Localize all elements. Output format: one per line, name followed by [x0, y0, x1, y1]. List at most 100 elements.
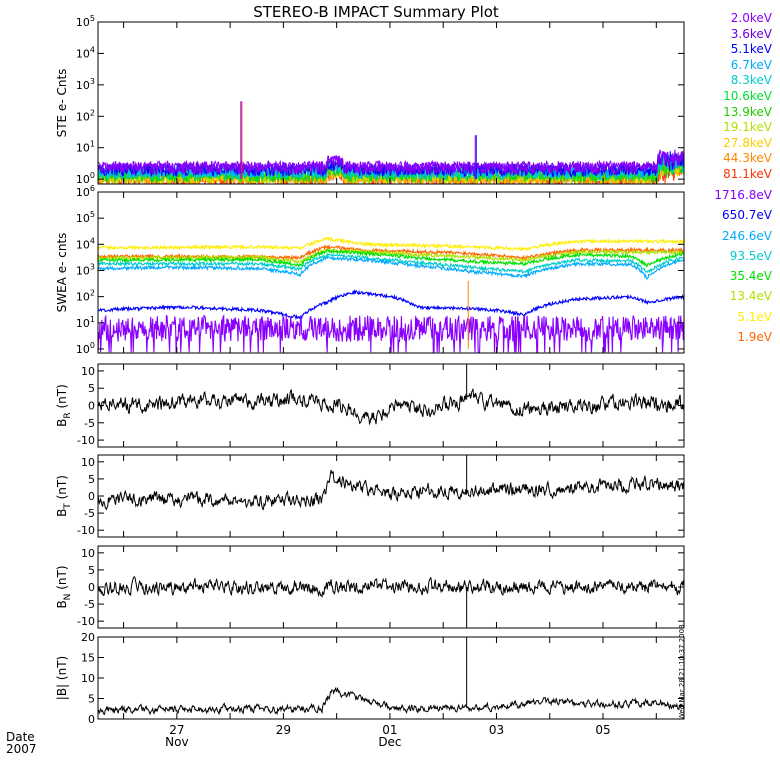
panel-frame-bmag	[97, 636, 685, 720]
panel-bmag: 20 15 10 5 0 |B| (nT)	[55, 631, 685, 726]
x-tick-label: 03	[489, 723, 504, 737]
series-group-swea	[98, 236, 684, 353]
series-line-B_N	[98, 576, 684, 599]
ste-legend: 2.0keV 3.6keV 5.1keV 6.7keV 8.3keV 10.6keV 13.…	[723, 11, 772, 183]
y-tick-label: 15	[81, 652, 95, 665]
panel-frame-swea	[97, 191, 685, 354]
y-tick-label: 0	[88, 490, 95, 503]
y-tick-label: 102	[76, 289, 95, 304]
y-axis-subscript: R	[63, 412, 73, 418]
y-tick-exponent: 4	[90, 236, 95, 245]
y-tick-label: 105	[76, 14, 95, 29]
y-tick-label: -5	[84, 417, 95, 430]
timestamp: Wed Mar 28 21:10:37 2008	[678, 624, 686, 720]
series-line-1716.8eV	[98, 314, 684, 353]
y-tick-label: 100	[76, 341, 95, 356]
series-line-B_T	[98, 469, 684, 511]
y-tick-exponent: 0	[90, 171, 95, 180]
swea-legend: 1716.8eV 650.7eV 246.6eV 93.5eV 35.4eV 13.4eV…	[714, 185, 772, 347]
y-tick-label: 5	[88, 382, 95, 395]
y-tick-label: -5	[84, 598, 95, 611]
y-tick-label: 5	[88, 473, 95, 486]
legend-entry: 2.0keV	[730, 11, 772, 25]
legend-entry: 19.1keV	[723, 120, 772, 135]
series-line-246.6eV	[98, 255, 684, 281]
y-tick-label: 10	[81, 547, 95, 560]
y-tick-label: -10	[77, 434, 95, 447]
y-tick-label: 0	[88, 581, 95, 594]
x-tick-label: 05	[595, 723, 610, 737]
legend-entry: 10.6keV	[723, 88, 772, 103]
y-axis-label-swea: SWEA e- cnts	[55, 233, 69, 313]
year-label: 2007	[6, 742, 37, 756]
panel-bn: 10 5 0 -5 -10 BN (nT)	[55, 545, 685, 629]
y-axis-units: (nT)	[55, 565, 69, 593]
legend-entry: 1716.8eV	[714, 188, 772, 202]
y-axis-units: (nT)	[55, 384, 69, 412]
legend-entry: 13.9keV	[723, 104, 772, 119]
y-tick-exponent: 3	[90, 77, 95, 86]
series-line-13.4eV	[98, 247, 684, 264]
y-axis-label-bt: BT (nT)	[55, 475, 73, 517]
legend-entry: 246.6eV	[722, 228, 772, 243]
series-line-|B|	[98, 686, 684, 716]
y-tick-label: 101	[76, 315, 95, 330]
legend-entry: 93.5eV	[729, 248, 772, 263]
y-tick-exponent: 5	[90, 14, 95, 23]
y-axis-label-bn: BN (nT)	[55, 565, 73, 608]
legend-entry: 5.1keV	[730, 42, 772, 57]
y-tick-label: 103	[76, 262, 95, 277]
panel-swea: 100 101 102 103 104 1 0 5 106 SWEA e- cnts	[55, 184, 685, 356]
series-line-5.1eV	[98, 236, 684, 252]
y-tick-label: 0	[88, 400, 95, 413]
y-tick-label: 5	[88, 693, 95, 706]
y-tick-exponent: 1	[90, 315, 95, 324]
series-line-93.5eV	[98, 252, 684, 275]
y-tick-exponent: 5	[90, 210, 95, 219]
y-tick-label: 102	[76, 108, 95, 123]
y-tick-label: 20	[81, 631, 95, 644]
series-group-ste	[98, 101, 684, 184]
y-tick-exponent: 3	[90, 262, 95, 271]
y-tick-exponent: 4	[90, 45, 95, 54]
y-tick-label: 10	[81, 456, 95, 469]
panel-frame-ste	[97, 21, 685, 185]
y-axis-subscript: T	[63, 503, 73, 510]
series-line-B_R	[98, 388, 684, 426]
x-tick-label: 01	[382, 723, 397, 737]
legend-entry: 81.1keV	[723, 166, 772, 181]
plot-title: STEREO-B IMPACT Summary Plot	[253, 3, 499, 21]
y-axis-subscript: N	[63, 594, 73, 601]
y-tick-label: 10	[81, 672, 95, 685]
y-tick-label: -10	[77, 524, 95, 537]
x-tick-label: 27	[169, 723, 184, 737]
legend-entry: 5.1eV	[737, 309, 772, 324]
series-line-35.4eV	[98, 248, 684, 268]
legend-entry: 35.4eV	[729, 269, 772, 284]
legend-entry: 13.4eV	[729, 289, 772, 304]
y-axis-units: (nT)	[55, 475, 69, 503]
y-tick-label: 10	[81, 365, 95, 378]
y-tick-exponent: 0	[90, 341, 95, 350]
y-tick-exponent: 2	[90, 289, 95, 298]
date-label: Date	[6, 730, 35, 744]
legend-entry: 1.9eV	[737, 330, 772, 345]
series-line-3.6keV	[98, 151, 684, 177]
y-tick-label: 101	[76, 140, 95, 155]
series-group-bmag	[98, 637, 684, 716]
legend-entry: 44.3keV	[723, 151, 772, 166]
y-axis-label-br: BR (nT)	[55, 384, 73, 427]
y-tick-label: 103	[76, 77, 95, 92]
series-line-2.0keV	[98, 149, 684, 175]
y-tick-label: 104	[76, 236, 95, 251]
legend-entry: 3.6keV	[730, 26, 772, 41]
panel-br: 10 5 0 -5 -10 BR (nT)	[55, 363, 685, 448]
y-tick-label: 0	[88, 713, 95, 726]
legend-entry: 27.8keV	[723, 135, 772, 150]
legend-entry: 650.7eV	[722, 208, 772, 223]
y-tick-label: 106	[76, 184, 95, 199]
series-group-bt	[98, 455, 684, 511]
y-tick-exponent: 2	[90, 108, 95, 117]
